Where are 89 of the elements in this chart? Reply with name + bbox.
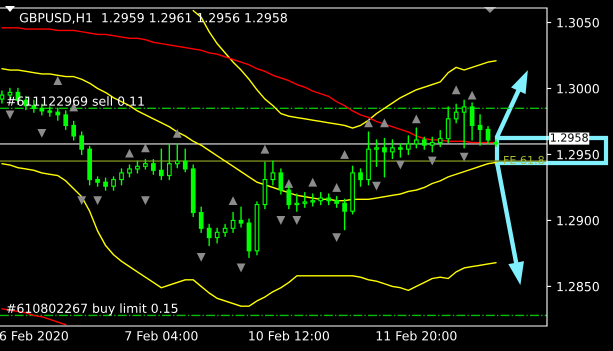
point <box>125 148 134 158</box>
point <box>172 128 182 138</box>
candlestick <box>294 193 300 212</box>
x-tick-label: 7 Feb 04:00 <box>125 330 198 341</box>
point <box>332 183 342 192</box>
candlestick <box>135 160 140 174</box>
point <box>364 118 373 128</box>
x-tick-label: 11 Feb 20:00 <box>376 330 456 341</box>
point <box>196 252 206 262</box>
point <box>37 128 46 138</box>
candlestick <box>71 120 76 141</box>
candlestick <box>414 127 419 149</box>
candlestick <box>302 192 308 208</box>
candlestick <box>462 100 466 149</box>
candlestick <box>430 136 435 153</box>
candlestick <box>334 196 339 208</box>
point <box>141 196 150 206</box>
point <box>6 110 14 120</box>
point <box>93 196 102 206</box>
point <box>308 178 318 187</box>
candlestick <box>95 176 100 187</box>
candlestick <box>454 104 459 124</box>
candlestick <box>206 224 212 246</box>
candlestick <box>198 206 204 234</box>
point <box>332 233 342 242</box>
candlestick <box>214 228 220 244</box>
candlestick <box>286 185 292 210</box>
candlestick <box>382 138 387 178</box>
candlestick <box>486 126 490 145</box>
y-tick-label: 1.3050 <box>557 18 599 28</box>
candlestick <box>342 198 347 230</box>
candlestick <box>478 114 482 146</box>
ref-line-label: 1.2958 <box>550 133 588 142</box>
point <box>260 144 270 154</box>
candlestick <box>127 164 132 178</box>
candlestick <box>278 168 284 195</box>
candlestick <box>270 160 276 186</box>
point <box>452 85 461 94</box>
point <box>284 179 294 188</box>
candlestick <box>174 143 180 168</box>
candlestick <box>222 224 228 237</box>
candlestick <box>166 143 172 180</box>
ref-line-label: #610802267 buy limit 0.15 <box>6 303 178 316</box>
candlestick <box>406 135 411 156</box>
candlestick <box>310 193 316 207</box>
point <box>460 152 469 162</box>
candlestick <box>326 193 332 206</box>
candlestick <box>55 108 60 121</box>
candlestick <box>111 176 116 191</box>
candlestick <box>470 102 474 141</box>
point <box>340 150 350 159</box>
point <box>428 156 437 166</box>
point <box>372 182 381 191</box>
point <box>412 114 421 124</box>
candlestick <box>318 192 324 206</box>
candlestick <box>374 139 379 168</box>
line-series <box>192 10 497 129</box>
y-tick-label: 1.3000 <box>557 84 599 94</box>
y-tick-label: 1.2950 <box>557 150 599 160</box>
point <box>53 76 62 85</box>
candlestick <box>446 106 451 144</box>
candlestick <box>103 178 108 191</box>
candlestick <box>63 110 68 130</box>
point <box>396 160 405 170</box>
candlestick <box>230 212 236 234</box>
candlestick <box>422 136 427 150</box>
y-tick-label: 1.2850 <box>557 282 599 292</box>
candlestick <box>238 206 244 228</box>
point <box>141 143 150 152</box>
candlestick <box>390 139 395 160</box>
point <box>276 216 286 225</box>
point <box>468 90 476 100</box>
candlestick <box>438 130 443 148</box>
candlestick <box>47 106 52 117</box>
x-tick-label: 6 Feb 2020 <box>0 330 68 341</box>
point <box>380 118 389 128</box>
point <box>292 216 302 225</box>
candlestick <box>143 159 148 170</box>
point <box>228 196 238 206</box>
y-tick-label: 1.2900 <box>557 216 599 226</box>
point <box>236 264 246 272</box>
candlestick <box>119 168 124 186</box>
candlestick <box>182 148 188 172</box>
candlestick <box>79 131 84 156</box>
candlestick <box>159 148 164 180</box>
point <box>77 196 86 206</box>
candlestick <box>151 159 156 175</box>
candlestick <box>358 168 363 187</box>
x-tick-label: 10 Feb 12:00 <box>249 330 330 341</box>
